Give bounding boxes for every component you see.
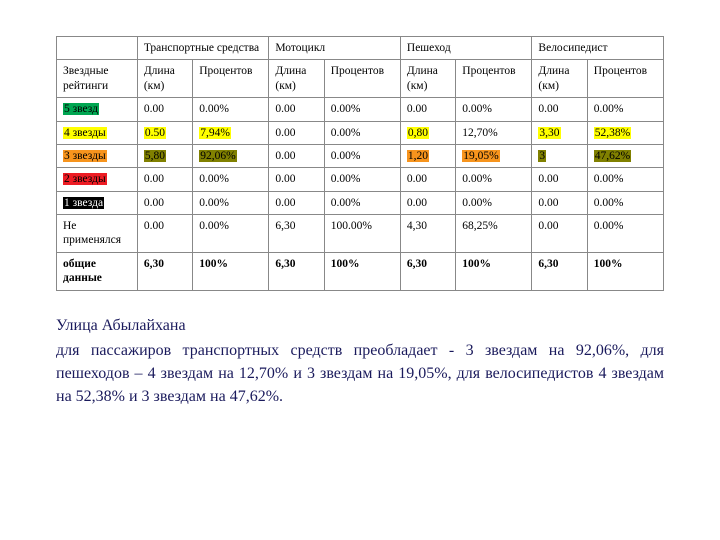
- table-row: Не применялся0.000.00%6,30100.00%4,3068,…: [57, 215, 664, 253]
- cell-cyc_pct: 0.00%: [587, 191, 663, 214]
- cell-cyc_len: 0.00: [532, 98, 587, 121]
- hdr-length: Длина (км): [137, 60, 192, 98]
- totals-veh_pct: 100%: [193, 252, 269, 290]
- totals-moto_pct: 100%: [324, 252, 400, 290]
- cell-moto_pct: 0.00%: [324, 191, 400, 214]
- caption-title: Улица Абылайхана: [56, 317, 664, 335]
- cell-moto_len: 0.00: [269, 144, 324, 167]
- cell-veh_pct: 7,94%: [193, 121, 269, 144]
- cell-veh_len: 0.00: [137, 168, 192, 191]
- cell-veh_pct: 0.00%: [193, 191, 269, 214]
- hdr-motorcycle: Мотоцикл: [269, 37, 401, 60]
- cell-ped_len: 0,80: [400, 121, 455, 144]
- totals-ped_len: 6,30: [400, 252, 455, 290]
- cell-moto_pct: 100.00%: [324, 215, 400, 253]
- hdr-length: Длина (км): [532, 60, 587, 98]
- table-body: 5 звезд0.000.00%0.000.00%0.000.00%0.000.…: [57, 98, 664, 290]
- cell-veh_len: 0.00: [137, 215, 192, 253]
- row-label: 3 звезды: [57, 144, 138, 167]
- cell-ped_pct: 0.00%: [456, 98, 532, 121]
- totals-row: общие данные6,30100%6,30100%6,30100%6,30…: [57, 252, 664, 290]
- cell-moto_pct: 0.00%: [324, 121, 400, 144]
- row-label: 5 звезд: [57, 98, 138, 121]
- totals-veh_len: 6,30: [137, 252, 192, 290]
- table-row: 4 звезды0.507,94%0.000.00%0,8012,70%3,30…: [57, 121, 664, 144]
- cell-cyc_pct: 0.00%: [587, 98, 663, 121]
- cell-veh_len: 0.50: [137, 121, 192, 144]
- cell-veh_pct: 0.00%: [193, 168, 269, 191]
- cell-moto_pct: 0.00%: [324, 144, 400, 167]
- row-label: 1 звезда: [57, 191, 138, 214]
- hdr-cyclist: Велосипедист: [532, 37, 664, 60]
- cell-cyc_len: 0.00: [532, 191, 587, 214]
- totals-cyc_pct: 100%: [587, 252, 663, 290]
- cell-ped_len: 0.00: [400, 168, 455, 191]
- cell-cyc_len: 3,30: [532, 121, 587, 144]
- row-label: Не применялся: [57, 215, 138, 253]
- table-row: 5 звезд0.000.00%0.000.00%0.000.00%0.000.…: [57, 98, 664, 121]
- cell-veh_pct: 92,06%: [193, 144, 269, 167]
- hdr-length: Длина (км): [269, 60, 324, 98]
- table-row: 2 звезды0.000.00%0.000.00%0.000.00%0.000…: [57, 168, 664, 191]
- cell-moto_len: 0.00: [269, 168, 324, 191]
- ratings-table: Транспортные средстваМотоциклПешеходВело…: [56, 36, 664, 291]
- hdr-percent: Процентов: [193, 60, 269, 98]
- totals-label: общие данные: [57, 252, 138, 290]
- cell-cyc_len: 0.00: [532, 168, 587, 191]
- cell-veh_len: 0.00: [137, 191, 192, 214]
- cell-ped_pct: 0.00%: [456, 191, 532, 214]
- hdr-blank: [57, 37, 138, 60]
- cell-cyc_len: 0.00: [532, 215, 587, 253]
- cell-cyc_len: 3: [532, 144, 587, 167]
- cell-ped_pct: 0.00%: [456, 168, 532, 191]
- totals-ped_pct: 100%: [456, 252, 532, 290]
- cell-moto_pct: 0.00%: [324, 98, 400, 121]
- hdr-pedestrian: Пешеход: [400, 37, 532, 60]
- totals-cyc_len: 6,30: [532, 252, 587, 290]
- cell-cyc_pct: 0.00%: [587, 215, 663, 253]
- hdr-star-ratings: Звездные рейтинги: [57, 60, 138, 98]
- hdr-vehicles: Транспортные средства: [137, 37, 269, 60]
- cell-moto_len: 0.00: [269, 191, 324, 214]
- hdr-percent: Процентов: [324, 60, 400, 98]
- table-row: 3 звезды5,8092,06%0.000.00%1,2019,05%347…: [57, 144, 664, 167]
- cell-moto_len: 0.00: [269, 121, 324, 144]
- cell-moto_len: 6,30: [269, 215, 324, 253]
- row-label: 4 звезды: [57, 121, 138, 144]
- cell-cyc_pct: 0.00%: [587, 168, 663, 191]
- cell-ped_pct: 19,05%: [456, 144, 532, 167]
- row-label: 2 звезды: [57, 168, 138, 191]
- cell-veh_len: 5,80: [137, 144, 192, 167]
- caption-block: Улица Абылайхана для пассажиров транспор…: [56, 317, 664, 409]
- hdr-length: Длина (км): [400, 60, 455, 98]
- cell-ped_pct: 68,25%: [456, 215, 532, 253]
- cell-veh_pct: 0.00%: [193, 98, 269, 121]
- cell-ped_len: 0.00: [400, 98, 455, 121]
- table-row: 1 звезда0.000.00%0.000.00%0.000.00%0.000…: [57, 191, 664, 214]
- cell-ped_len: 0.00: [400, 191, 455, 214]
- cell-veh_pct: 0.00%: [193, 215, 269, 253]
- totals-moto_len: 6,30: [269, 252, 324, 290]
- cell-moto_len: 0.00: [269, 98, 324, 121]
- cell-veh_len: 0.00: [137, 98, 192, 121]
- hdr-percent: Процентов: [587, 60, 663, 98]
- cell-cyc_pct: 52,38%: [587, 121, 663, 144]
- hdr-percent: Процентов: [456, 60, 532, 98]
- cell-moto_pct: 0.00%: [324, 168, 400, 191]
- table-header: Транспортные средстваМотоциклПешеходВело…: [57, 37, 664, 98]
- cell-ped_len: 1,20: [400, 144, 455, 167]
- cell-ped_pct: 12,70%: [456, 121, 532, 144]
- caption-desc: для пассажиров транспортных средств прео…: [56, 339, 664, 409]
- cell-ped_len: 4,30: [400, 215, 455, 253]
- cell-cyc_pct: 47,62%: [587, 144, 663, 167]
